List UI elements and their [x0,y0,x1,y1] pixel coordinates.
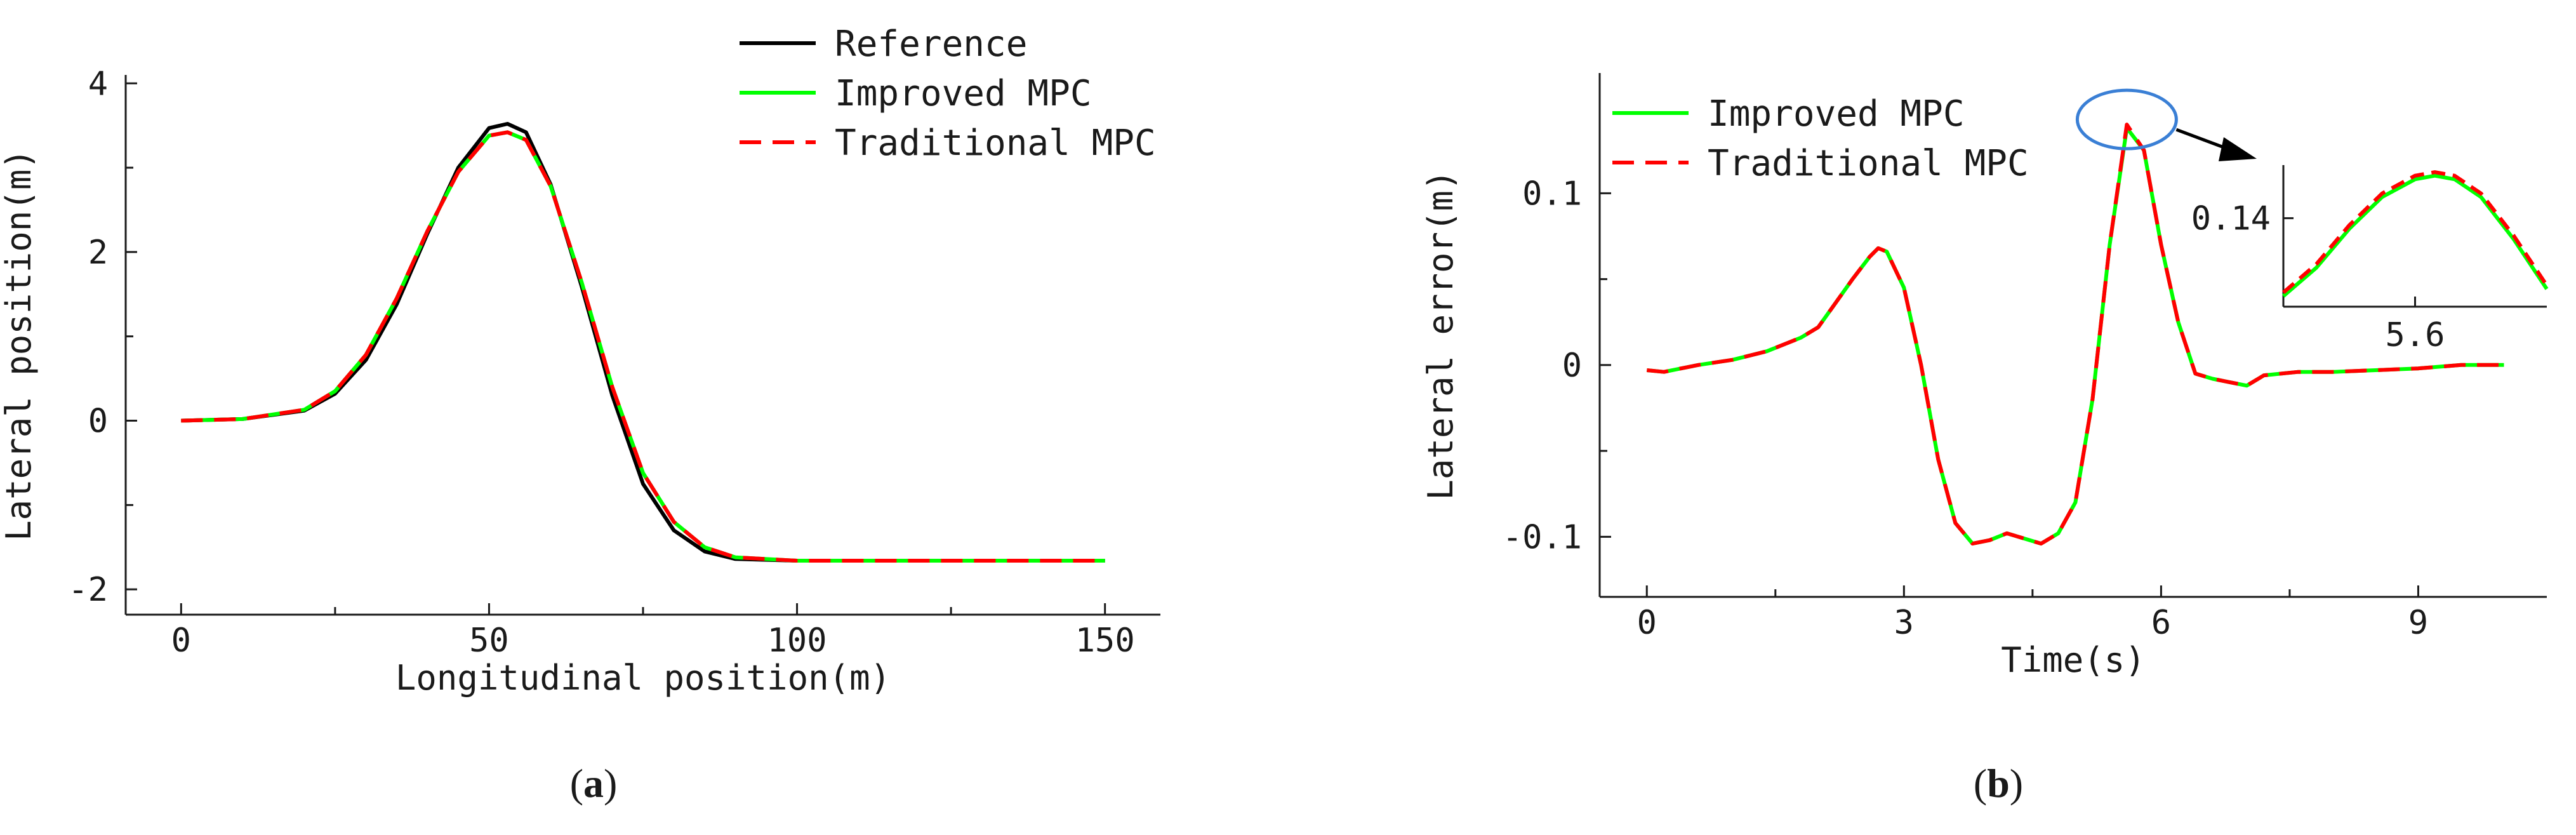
inset-y-tick-label: 0.14 [2191,200,2271,238]
legend-label: Traditional MPC [1708,143,2029,184]
x-axis-label: Time(s) [2001,640,2146,680]
x-tick-label: 100 [767,622,827,660]
series-line-traditional-mpc [1647,123,2504,546]
inset-x-tick-label: 5.6 [2386,316,2445,354]
x-tick-label: 150 [1075,622,1135,660]
panel-a-caption: (a) [570,761,618,806]
y-tick-label: 0.1 [1522,175,1582,213]
series-line-traditional-mpc [181,130,1105,563]
legend-label: Traditional MPC [835,123,1156,164]
x-tick-label: 0 [1637,604,1657,642]
legend-label: Reference [835,23,1027,65]
panel-b-chart: 0 3 6 9 -0.1 0 0.1 Time(s) Lateral error(m) Impro… [1421,73,2549,680]
x-tick-label: 6 [2151,604,2171,642]
panel-b-caption: (b) [1974,761,2023,806]
x-tick-label: 9 [2408,604,2428,642]
series-line-reference [181,122,1105,563]
y-tick-label: 4 [88,65,108,103]
zoom-arrow-head [2219,137,2257,161]
inset-background [2283,165,2547,307]
series-line-improved-mpc [181,130,1105,563]
inset-series-line [2282,170,2549,294]
x-tick-label: 3 [1894,604,1914,642]
x-tick-label: 0 [171,622,191,660]
legend-label: Improved MPC [835,73,1092,114]
y-tick-label: -2 [68,571,108,609]
y-tick-label: 0 [1562,347,1582,385]
y-axis-label: Lateral position(m) [0,149,39,541]
x-tick-label: 50 [469,622,509,660]
x-axis-label: Longitudinal position(m) [395,658,891,698]
y-axis-label: Lateral error(m) [1421,170,1461,500]
y-tick-label: -0.1 [1503,518,1582,556]
zoom-highlight-ellipse [2075,88,2178,150]
legend: Improved MPC Traditional MPC [1612,93,2029,184]
inset-series-line [2282,173,2549,298]
zoom-inset: 5.6 0.14 [2191,165,2549,354]
y-tick-label: 2 [88,234,108,272]
legend-label: Improved MPC [1708,93,1965,135]
y-tick-label: 0 [88,403,108,441]
panel-a-chart: 0 50 100 150 -2 0 2 4 Longitudinal position(m) La… [0,23,1160,698]
legend: Reference Improved MPC Traditional MPC [740,23,1156,164]
